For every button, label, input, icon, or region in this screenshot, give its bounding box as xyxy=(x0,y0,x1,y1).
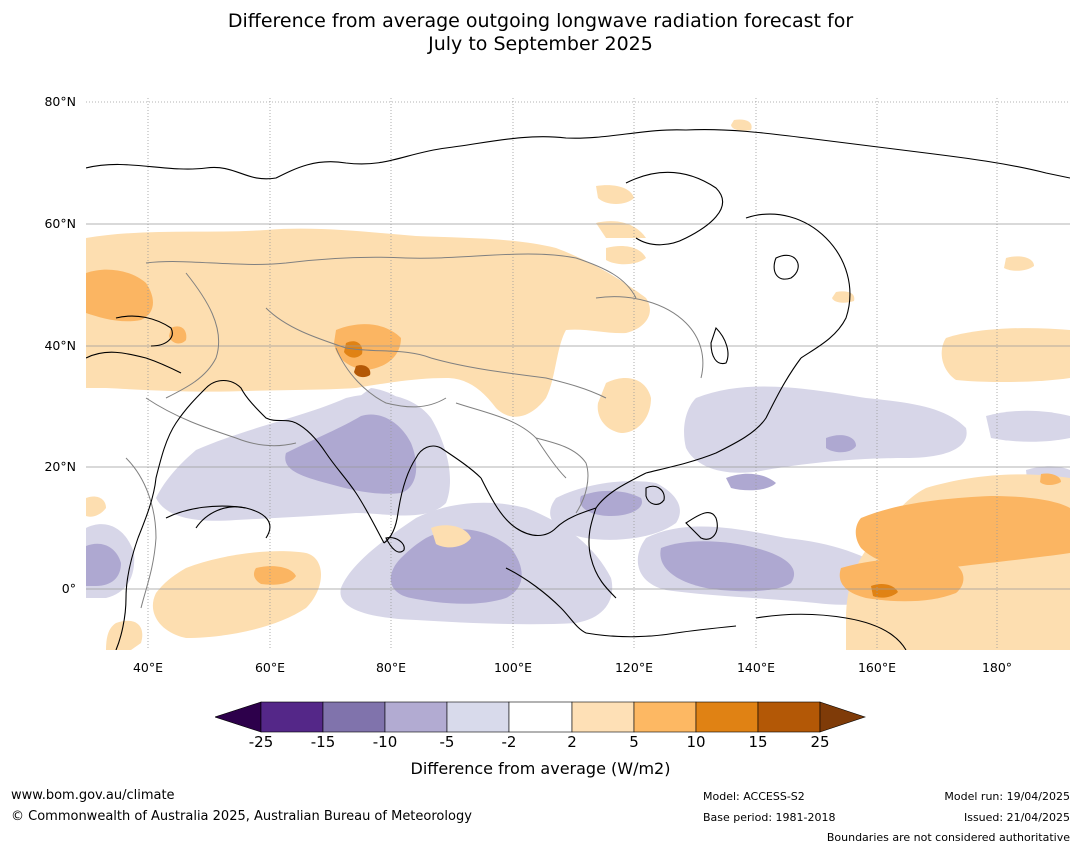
map-panel[interactable] xyxy=(86,98,1070,650)
colorbar-tick: 10 xyxy=(686,733,706,751)
footer-model-run: Model run: 19/04/2025 xyxy=(944,790,1070,803)
anomaly-pos-darkest xyxy=(354,365,371,378)
colorbar-extend-high xyxy=(819,701,866,733)
colorbar-bin-2 xyxy=(322,701,386,733)
lon-label-100e: 100°E xyxy=(493,660,532,675)
lat-label-40n: 40°N xyxy=(44,338,76,353)
graticule xyxy=(86,98,1070,650)
colorbar-tick: -25 xyxy=(248,733,274,751)
lon-label-140e: 140°E xyxy=(736,660,775,675)
lat-label-80n: 80°N xyxy=(44,94,76,109)
colorbar-tick: 2 xyxy=(567,733,577,751)
lon-label-180: 180° xyxy=(981,660,1013,675)
colorbar-tick: -10 xyxy=(372,733,398,751)
colorbar-tick: -15 xyxy=(310,733,336,751)
colorbar xyxy=(214,700,867,734)
title-line-2: July to September 2025 xyxy=(428,33,653,55)
footer-copyright: © Commonwealth of Australia 2025, Austra… xyxy=(11,809,472,824)
colorbar-tick: -5 xyxy=(439,733,455,751)
colorbar-tick: 5 xyxy=(629,733,639,751)
colorbar-bin-6 xyxy=(571,701,635,733)
lon-label-40e: 40°E xyxy=(132,660,164,675)
colorbar-bin-7 xyxy=(633,701,697,733)
footer-disclaimer: Boundaries are not considered authoritat… xyxy=(826,831,1070,844)
coastlines xyxy=(86,129,1070,650)
title-line-1: Difference from average outgoing longwav… xyxy=(227,10,854,32)
colorbar-bin-1 xyxy=(260,701,324,733)
country-borders xyxy=(125,253,704,609)
lon-label-60e: 60°E xyxy=(254,660,286,675)
footer-issued: Issued: 21/04/2025 xyxy=(963,811,1070,824)
lon-label-120e: 120°E xyxy=(614,660,653,675)
colorbar-tick: 25 xyxy=(810,733,830,751)
footer-url[interactable]: www.bom.gov.au/climate xyxy=(11,788,175,803)
lat-label-60n: 60°N xyxy=(44,216,76,231)
colorbar-label: Difference from average (W/m2) xyxy=(410,759,671,778)
anomaly-pos-medium xyxy=(86,269,1070,602)
footer-model: Model: ACCESS-S2 xyxy=(703,790,805,803)
colorbar-bin-8 xyxy=(695,701,759,733)
colorbar-bin-9 xyxy=(757,701,821,733)
lon-label-160e: 160°E xyxy=(857,660,896,675)
colorbar-tick: -2 xyxy=(501,733,517,751)
colorbar-bin-4 xyxy=(446,701,510,733)
colorbar-bin-5 xyxy=(508,701,573,733)
map-svg xyxy=(86,98,1070,650)
chart-title: Difference from average outgoing longwav… xyxy=(0,10,1081,56)
colorbar-bin-3 xyxy=(384,701,448,733)
colorbar-svg xyxy=(214,701,866,733)
anomaly-neg-medium xyxy=(86,414,856,604)
lon-label-80e: 80°E xyxy=(375,660,407,675)
colorbar-tick: 15 xyxy=(748,733,768,751)
lat-label-20n: 20°N xyxy=(44,459,76,474)
colorbar-extend-low xyxy=(214,701,262,733)
lat-label-equator: 0° xyxy=(61,581,76,596)
footer-base-period: Base period: 1981-2018 xyxy=(703,811,836,824)
